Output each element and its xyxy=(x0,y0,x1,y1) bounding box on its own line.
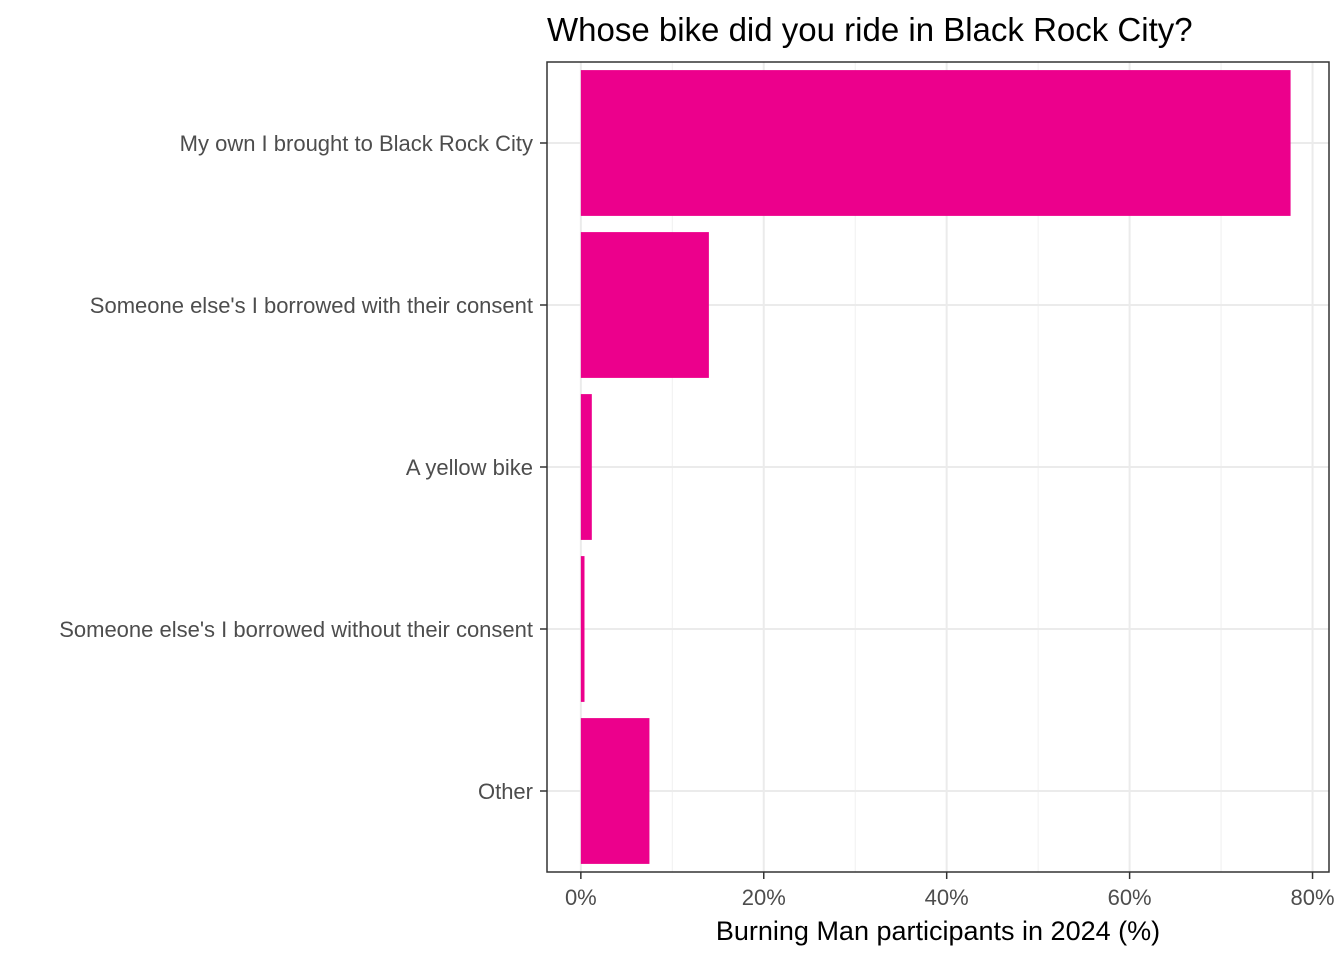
y-tick-label: My own I brought to Black Rock City xyxy=(180,131,533,156)
y-tick-label: Someone else's I borrowed without their … xyxy=(59,617,533,642)
x-tick-label: 0% xyxy=(565,885,597,910)
y-tick-label: Someone else's I borrowed with their con… xyxy=(90,293,533,318)
x-tick-label: 40% xyxy=(925,885,969,910)
x-tick-label: 60% xyxy=(1108,885,1152,910)
y-tick-label: A yellow bike xyxy=(406,455,533,480)
y-axis: My own I brought to Black Rock City Someo… xyxy=(59,131,547,804)
chart-title: Whose bike did you ride in Black Rock Ci… xyxy=(547,11,1193,48)
x-axis-title: Burning Man participants in 2024 (%) xyxy=(716,916,1160,946)
x-tick-label: 20% xyxy=(742,885,786,910)
bar xyxy=(580,232,709,378)
bar xyxy=(580,718,650,864)
bar xyxy=(580,70,1291,216)
x-tick-label: 80% xyxy=(1291,885,1335,910)
bar xyxy=(580,394,592,540)
x-axis: 0% 20% 40% 60% 80% xyxy=(565,872,1335,910)
bar xyxy=(580,556,585,702)
bars xyxy=(580,70,1291,864)
y-tick-label: Other xyxy=(478,779,533,804)
